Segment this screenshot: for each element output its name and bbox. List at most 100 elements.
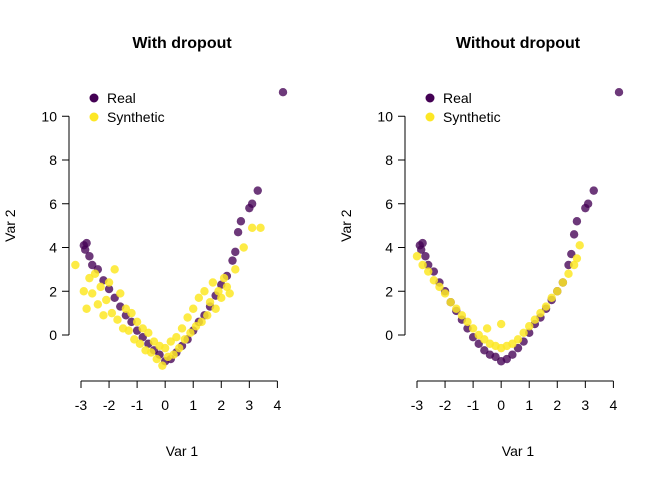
x-tick-label: 4 — [609, 397, 617, 413]
x-axis-label: Var 1 — [502, 443, 535, 459]
data-point — [417, 245, 426, 254]
y-tick-label: 2 — [385, 283, 393, 299]
data-point — [231, 265, 240, 274]
data-point — [569, 260, 579, 270]
data-point — [421, 252, 430, 261]
data-point — [496, 319, 506, 329]
data-point — [583, 199, 593, 208]
data-point — [102, 295, 111, 305]
data-point — [132, 317, 142, 327]
data-point — [614, 87, 624, 97]
x-tick-label: 2 — [217, 397, 225, 413]
data-point — [536, 308, 545, 318]
data-point — [435, 282, 444, 292]
data-point — [222, 282, 232, 292]
x-tick-label: -3 — [411, 397, 424, 413]
data-point — [530, 315, 540, 324]
chart-title: Without dropout — [456, 35, 581, 52]
data-point — [144, 328, 153, 338]
data-point — [85, 252, 94, 261]
data-point — [508, 350, 517, 359]
data-point — [110, 265, 119, 274]
data-point — [440, 289, 450, 298]
data-point — [572, 217, 582, 226]
data-point — [412, 252, 422, 261]
data-point — [525, 322, 534, 331]
data-point — [547, 293, 556, 303]
data-point — [104, 284, 114, 294]
data-point — [482, 324, 492, 333]
data-point — [217, 293, 226, 303]
x-tick-label: -1 — [131, 397, 144, 413]
data-point — [564, 269, 573, 278]
data-point — [424, 267, 433, 276]
series-synthetic — [412, 241, 584, 353]
data-point — [82, 238, 91, 248]
data-point — [429, 276, 439, 285]
data-point — [88, 289, 97, 298]
data-point — [172, 332, 181, 342]
data-point — [211, 304, 220, 313]
data-point — [158, 361, 167, 370]
y-tick-label: 2 — [49, 283, 57, 299]
data-point — [247, 223, 257, 233]
y-tick-label: 8 — [49, 152, 57, 168]
data-point — [418, 260, 427, 270]
data-point — [519, 328, 528, 338]
y-tick-label: 6 — [49, 196, 57, 212]
x-tick-label: -3 — [75, 397, 88, 413]
data-point — [107, 308, 117, 318]
data-point — [183, 313, 192, 322]
data-point — [225, 289, 234, 298]
data-point — [418, 238, 427, 248]
data-point — [71, 260, 80, 270]
x-tick-label: 2 — [553, 397, 561, 413]
x-tick-label: -2 — [439, 397, 452, 413]
x-tick-label: 3 — [581, 397, 589, 413]
data-point — [256, 223, 265, 233]
data-point — [452, 304, 461, 313]
chart-title: With dropout — [132, 35, 232, 52]
data-point — [104, 278, 114, 287]
data-point — [228, 256, 237, 265]
data-point — [180, 335, 190, 344]
data-point — [174, 343, 184, 353]
x-tick-label: 1 — [189, 397, 197, 413]
data-point — [96, 282, 105, 292]
data-point — [463, 317, 472, 327]
y-tick-label: 6 — [385, 196, 393, 212]
data-point — [208, 278, 218, 287]
y-axis-label: Var 2 — [338, 209, 354, 242]
data-point — [553, 287, 562, 296]
legend: Real Synthetic — [425, 90, 501, 125]
data-point — [231, 247, 240, 257]
data-point — [219, 273, 229, 283]
data-point — [205, 297, 215, 307]
data-point — [589, 186, 598, 195]
data-point — [468, 324, 478, 333]
data-point — [194, 293, 204, 303]
y-tick-label: 10 — [377, 108, 393, 124]
data-point — [160, 343, 170, 353]
data-point — [569, 230, 579, 239]
data-point — [81, 245, 90, 254]
data-point — [247, 199, 257, 208]
data-point — [124, 326, 133, 335]
legend-label: Real — [443, 90, 472, 106]
y-tick-label: 0 — [49, 327, 57, 343]
data-point — [541, 302, 551, 311]
data-point — [116, 289, 125, 298]
panel-2: Without dropout Var 1 Var 2 -3 -2 -1 0 1 2 3 4 0 2 4 6… — [338, 35, 624, 459]
data-point — [572, 254, 582, 263]
y-tick-label: 0 — [385, 327, 393, 343]
data-point — [236, 217, 246, 226]
data-point — [169, 350, 178, 359]
data-point — [200, 287, 209, 296]
data-point — [446, 297, 455, 307]
legend-marker — [425, 93, 435, 103]
data-point — [135, 339, 145, 348]
x-tick-label: 0 — [497, 397, 505, 413]
data-point — [82, 304, 91, 313]
y-tick-label: 4 — [385, 240, 393, 256]
